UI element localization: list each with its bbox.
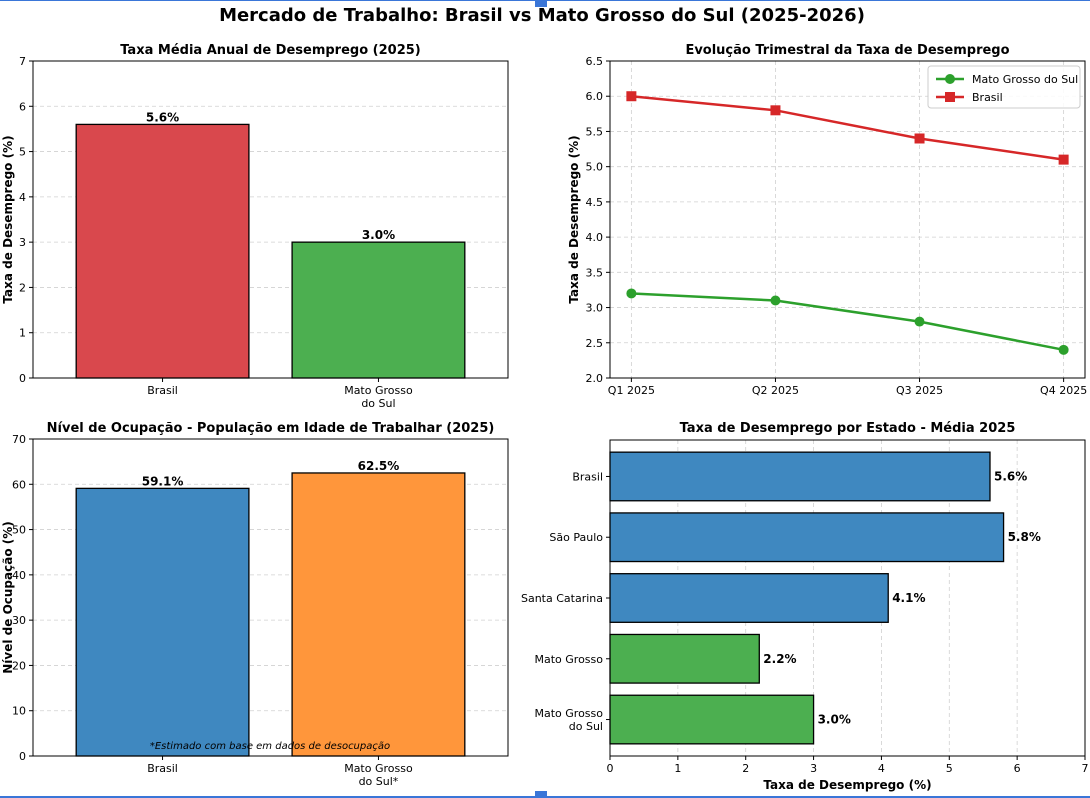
occupation-chart-annotation: *Estimado com base em dados de desocupaç… [150, 741, 390, 752]
states-chart-x-axis-label: Taxa de Desemprego (%) [763, 778, 931, 792]
selection-handle-top[interactable] [535, 0, 547, 7]
quarterly-chart-legend-series-mato-grosso-do-sul-marker [945, 74, 955, 84]
occupation-chart-title: Nível de Ocupação - População em Idade d… [47, 421, 495, 436]
quarterly-chart-y-tick-label: 2.5 [586, 337, 604, 350]
quarterly-chart-series-mato-grosso-do-sul-line [631, 292, 1064, 352]
occupation-chart-data-label: 62.5% [358, 459, 400, 473]
annual-chart-x-tick-label: Brasil [147, 384, 178, 397]
quarterly-chart-x-tick-label: Q2 2025 [752, 384, 799, 397]
quarterly-chart-y-tick-label: 5.0 [586, 161, 604, 174]
quarterly-chart-series-brasil-point [914, 133, 925, 144]
occupation-chart-y-tick-label: 20 [12, 659, 26, 672]
states-chart-x-tick-label: 0 [607, 762, 614, 775]
occupation-chart-data-label: 59.1% [142, 474, 184, 488]
annual-chart-bar [291, 241, 466, 379]
occupation-chart-y-tick-label: 60 [12, 478, 26, 491]
quarterly-chart-x-tick-label: Q3 2025 [896, 384, 943, 397]
states-chart-data-label: 5.8% [1008, 530, 1041, 544]
annual-chart-y-tick-label: 5 [19, 146, 26, 159]
states-chart-x-tick-label: 6 [1014, 762, 1021, 775]
states-chart-x-tick-label: 3 [810, 762, 817, 775]
quarterly-chart-series-mato-grosso-do-sul-point [626, 288, 637, 299]
states-chart-data-label: 3.0% [818, 713, 851, 727]
states-chart-data-label: 5.6% [994, 469, 1027, 483]
quarterly-chart-y-tick-label: 4.0 [586, 231, 604, 244]
quarterly-chart-series-mato-grosso-do-sul-point [770, 295, 781, 306]
states-chart-title: Taxa de Desemprego por Estado - Média 20… [680, 421, 1016, 436]
annual-chart-x-tick-label: Mato Grosso do Sul [344, 384, 413, 410]
annual-chart-y-tick-label: 1 [19, 327, 26, 340]
quarterly-chart-x-tick-label: Q1 2025 [608, 384, 655, 397]
states-chart-x-tick-label: 2 [742, 762, 749, 775]
states-chart-x-tick-label: 1 [674, 762, 681, 775]
quarterly-chart-y-tick-label: 5.5 [586, 125, 604, 138]
quarterly-chart-series-brasil-point [626, 91, 637, 102]
quarterly-chart-x-tick-label: Q4 2025 [1040, 384, 1087, 397]
quarterly-chart-frame [609, 60, 1086, 379]
occupation-chart-frame [32, 438, 509, 757]
occupation-chart-y-tick-label: 70 [12, 433, 26, 446]
occupation-chart-y-tick-label: 0 [19, 750, 26, 763]
states-chart-bar [609, 633, 760, 684]
quarterly-chart-series-brasil-point [1058, 154, 1069, 165]
annual-chart-y-tick-label: 2 [19, 281, 26, 294]
occupation-chart-y-tick-label: 10 [12, 705, 26, 718]
quarterly-chart-series-brasil-line [631, 94, 1064, 161]
quarterly-chart-y-tick-label: 6.0 [586, 90, 604, 103]
states-chart-x-tick-label: 5 [946, 762, 953, 775]
annual-chart-y-tick-label: 0 [19, 372, 26, 385]
quarterly-chart-legend-series-mato-grosso-do-sul-label: Mato Grosso do Sul [972, 73, 1078, 86]
quarterly-chart-y-tick-label: 2.0 [586, 372, 604, 385]
quarterly-chart-series-mato-grosso-do-sul-point [1058, 344, 1069, 355]
states-chart-bar [609, 451, 991, 502]
annual-chart-y-tick-label: 4 [19, 191, 26, 204]
states-chart-bar [609, 573, 889, 623]
quarterly-chart-legend-box [927, 65, 1081, 109]
states-chart-frame [609, 439, 1086, 757]
annual-chart-y-tick-label: 7 [19, 55, 26, 68]
states-chart-y-tick-label: Mato Grosso do Sul [535, 707, 604, 733]
occupation-chart-y-tick-label: 40 [12, 569, 26, 582]
quarterly-chart-legend-series-brasil-marker [945, 92, 955, 102]
quarterly-chart-series-mato-grosso-do-sul-point [914, 316, 925, 327]
annual-chart-data-label: 3.0% [362, 228, 395, 242]
states-chart-y-tick-label: São Paulo [549, 531, 603, 544]
quarterly-chart-y-tick-label: 3.0 [586, 302, 604, 315]
quarterly-chart-legend-series-brasil-label: Brasil [972, 91, 1003, 104]
occupation-chart-x-tick-label: Mato Grosso do Sul* [344, 762, 413, 788]
annual-chart-data-label: 5.6% [146, 110, 179, 124]
states-chart-bar [609, 694, 815, 745]
states-chart-x-tick-label: 7 [1082, 762, 1089, 775]
occupation-chart-bar [75, 487, 250, 757]
quarterly-chart-series-brasil-point [770, 105, 781, 116]
quarterly-chart-title: Evolução Trimestral da Taxa de Desempreg… [685, 43, 1009, 58]
states-chart-y-tick-label: Santa Catarina [521, 592, 603, 605]
annual-chart-frame [32, 60, 509, 379]
occupation-chart-y-tick-label: 50 [12, 524, 26, 537]
occupation-chart-y-tick-label: 30 [12, 614, 26, 627]
annual-chart-y-tick-label: 3 [19, 236, 26, 249]
states-chart-data-label: 4.1% [892, 591, 925, 605]
occupation-chart-x-tick-label: Brasil [147, 762, 178, 775]
selection-handle-bottom[interactable] [535, 791, 547, 798]
quarterly-chart-y-tick-label: 4.5 [586, 196, 604, 209]
states-chart-x-tick-label: 4 [878, 762, 885, 775]
annual-chart-title: Taxa Média Anual de Desemprego (2025) [120, 43, 421, 58]
annual-chart-y-axis-label: Taxa de Desemprego (%) [1, 135, 15, 303]
states-chart-bar [609, 512, 1005, 563]
quarterly-chart-y-tick-label: 3.5 [586, 266, 604, 279]
states-chart-y-tick-label: Brasil [572, 470, 603, 483]
occupation-chart-y-axis-label: Nível de Ocupação (%) [1, 521, 15, 673]
states-chart-data-label: 2.2% [763, 652, 796, 666]
annual-chart-bar [75, 123, 250, 379]
quarterly-chart-y-axis-label: Taxa de Desemprego (%) [567, 135, 581, 303]
states-chart-y-tick-label: Mato Grosso [535, 653, 604, 666]
occupation-chart-bar [291, 472, 466, 757]
figure-title: Mercado de Trabalho: Brasil vs Mato Gros… [219, 5, 865, 26]
quarterly-chart-y-tick-label: 6.5 [586, 55, 604, 68]
annual-chart-y-tick-label: 6 [19, 100, 26, 113]
